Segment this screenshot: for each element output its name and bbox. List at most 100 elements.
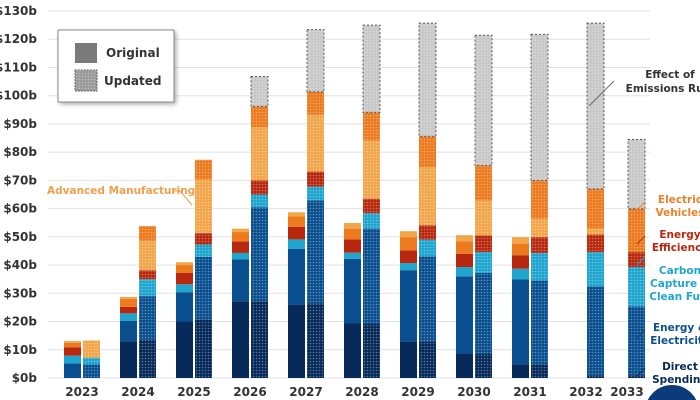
emissions-rule-outline	[250, 75, 269, 107]
bar-segment-hatch	[251, 194, 268, 208]
bar-segment-direct-spending	[400, 341, 417, 378]
x-tick-label: 2032	[569, 385, 602, 399]
bar-segment-hatch	[628, 306, 645, 376]
annotation-leader	[636, 201, 646, 211]
bar-segment-energy-electricity	[176, 292, 193, 322]
bar-segment-hatch	[251, 180, 268, 195]
emissions-rule-outline	[362, 24, 381, 113]
bar-segment-hatch	[475, 165, 492, 201]
legend-swatch-updated-hatch	[75, 70, 97, 91]
bar-updated-2026	[250, 75, 269, 378]
bar-segment-advanced-manufacturing	[176, 262, 193, 266]
bar-segment-hatch	[628, 267, 645, 307]
bar-segment-hatch	[419, 239, 436, 257]
x-tick-label: 2027	[289, 385, 322, 399]
legend-label-original: Original	[106, 46, 160, 60]
bar-segment-hatch	[587, 23, 604, 189]
bar-original-2028	[344, 223, 361, 378]
annotation-energy-efficiency: Energy	[659, 229, 700, 241]
bar-segment-hatch	[531, 364, 548, 378]
y-tick-label: $70b	[3, 173, 37, 187]
bar-segment-hatch	[628, 375, 645, 378]
bar-original-2027	[288, 212, 305, 378]
bar-segment-carbon-capture-clean-fuel	[288, 239, 305, 249]
bar-original-2023	[64, 341, 81, 378]
bar-segment-hatch	[363, 228, 380, 324]
bar-segment-hatch	[251, 301, 268, 378]
bar-segment-direct-spending	[344, 323, 361, 378]
annotation-energy-efficiency: Efficiency	[652, 242, 700, 254]
logo-circle	[645, 383, 699, 400]
bar-segment-energy-electricity	[400, 270, 417, 342]
annotation-effect-of-emissions-rule: Effect of	[645, 69, 695, 81]
annotations: Advanced Manufacturing Effect of Emissions…	[47, 69, 700, 386]
emissions-rule-outline	[306, 29, 325, 93]
bar-segment-hatch	[531, 252, 548, 281]
bar-segment-hatch	[195, 244, 212, 257]
annotation-electric-vehicles: Electric	[658, 194, 700, 206]
bar-segment-hatch	[587, 252, 604, 287]
annotation-energy-electricity: Electricity	[650, 335, 700, 347]
bar-updated-2033	[627, 138, 646, 378]
annotation-direct-spending: Direct	[662, 361, 698, 373]
bar-segment-direct-spending	[512, 364, 529, 378]
bar-segment-hatch	[83, 340, 100, 358]
y-tick-label: $10b	[3, 343, 37, 357]
bar-segment-carbon-capture-clean-fuel	[120, 313, 137, 321]
bar-segment-hatch	[251, 127, 268, 181]
bar-segment-hatch	[195, 179, 212, 234]
bar-segment-hatch	[363, 213, 380, 229]
bar-segment-advanced-manufacturing	[400, 231, 417, 238]
y-tick-label: $130b	[0, 4, 37, 18]
bar-updated-2027	[306, 29, 325, 378]
bar-segment-hatch	[307, 91, 324, 115]
annotation-leader	[636, 256, 646, 266]
bar-segment-energy-efficiency	[344, 239, 361, 253]
bar-segment-energy-efficiency	[120, 306, 137, 314]
annotation-leader	[636, 235, 646, 245]
bar-segment-hatch	[363, 112, 380, 141]
bar-segment-hatch	[307, 186, 324, 201]
bar-segment-hatch	[531, 180, 548, 219]
bar-segment-electric-vehicles	[344, 228, 361, 240]
bar-segment-hatch	[475, 272, 492, 355]
x-tick-label: 2023	[65, 385, 98, 399]
bar-segment-hatch	[251, 207, 268, 302]
bar-updated-2025	[195, 159, 212, 378]
bar-segment-hatch	[628, 252, 645, 268]
bar-segment-hatch	[139, 339, 156, 378]
annotation-carbon-capture-clean-fuel: Clean Fuel	[649, 291, 700, 303]
bar-segment-hatch	[251, 106, 268, 128]
bar-segment-hatch	[587, 228, 604, 235]
bar-segment-electric-vehicles	[288, 216, 305, 227]
bar-updated-2029	[418, 22, 437, 378]
bar-segment-hatch	[307, 303, 324, 378]
bar-segment-energy-electricity	[64, 363, 81, 378]
bar-segment-energy-electricity	[288, 248, 305, 305]
emissions-rule-outline	[474, 34, 493, 166]
bar-segment-energy-efficiency	[512, 255, 529, 269]
bar-segment-hatch	[139, 296, 156, 340]
annotation-leader	[588, 80, 615, 107]
bar-segment-energy-efficiency	[176, 272, 193, 285]
bar-segment-advanced-manufacturing	[288, 212, 305, 217]
bar-segment-hatch	[531, 34, 548, 181]
y-axis-ticks: $0b $10b $20b $30b $40b $50b $60b $70b $80b $90b $…	[0, 4, 37, 385]
annotation-effect-of-emissions-rule: Emissions Rule	[626, 83, 700, 95]
bar-segment-hatch	[531, 237, 548, 253]
bar-segment-electric-vehicles	[176, 265, 193, 273]
y-tick-label: $110b	[0, 60, 37, 74]
bar-segment-advanced-manufacturing	[64, 341, 81, 343]
annotation-leader	[174, 190, 193, 206]
bar-segment-electric-vehicles	[232, 232, 249, 242]
bar-segment-advanced-manufacturing	[120, 296, 137, 299]
x-tick-label: 2029	[401, 385, 434, 399]
bar-segment-hatch	[475, 354, 492, 378]
bar-segment-carbon-capture-clean-fuel	[232, 252, 249, 260]
y-tick-label: $120b	[0, 32, 37, 46]
bar-original-2026	[232, 228, 249, 378]
bar-segment-advanced-manufacturing	[512, 237, 529, 244]
x-tick-label: 2024	[121, 385, 154, 399]
annotation-carbon-capture-clean-fuel: Carbon	[659, 265, 700, 277]
